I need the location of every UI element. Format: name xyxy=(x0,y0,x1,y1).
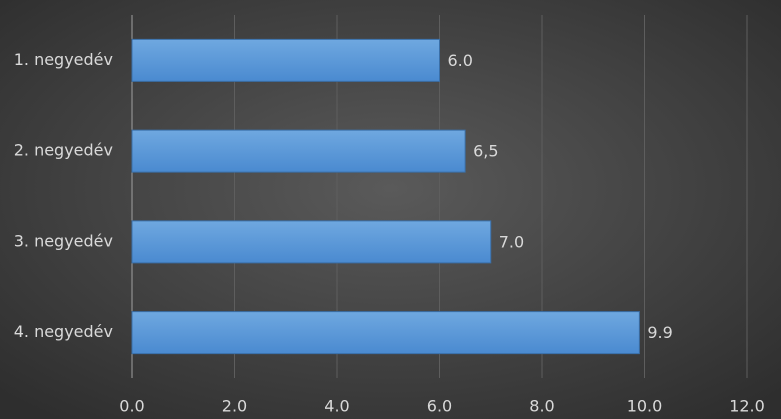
data-label: 9.9 xyxy=(647,323,672,342)
x-tick-label: 12.0 xyxy=(729,397,765,416)
bar xyxy=(131,311,640,355)
data-label: 6.0 xyxy=(448,51,473,70)
x-tick-label: 0.0 xyxy=(119,397,144,416)
data-label: 7.0 xyxy=(499,232,524,251)
data-label: 6,5 xyxy=(473,142,498,161)
x-tick-label: 10.0 xyxy=(627,397,663,416)
x-tick-label: 6.0 xyxy=(427,397,452,416)
y-tick-label: 4. negyedév xyxy=(14,322,113,341)
y-tick-label: 3. negyedév xyxy=(14,231,113,250)
x-tick-label: 2.0 xyxy=(222,397,247,416)
bar xyxy=(131,220,492,264)
y-tick-label: 1. negyedév xyxy=(14,50,113,69)
bar xyxy=(131,129,466,173)
x-tick-label: 4.0 xyxy=(324,397,349,416)
bar xyxy=(131,38,440,82)
x-tick-label: 8.0 xyxy=(529,397,554,416)
y-tick-label: 2. negyedév xyxy=(14,141,113,160)
